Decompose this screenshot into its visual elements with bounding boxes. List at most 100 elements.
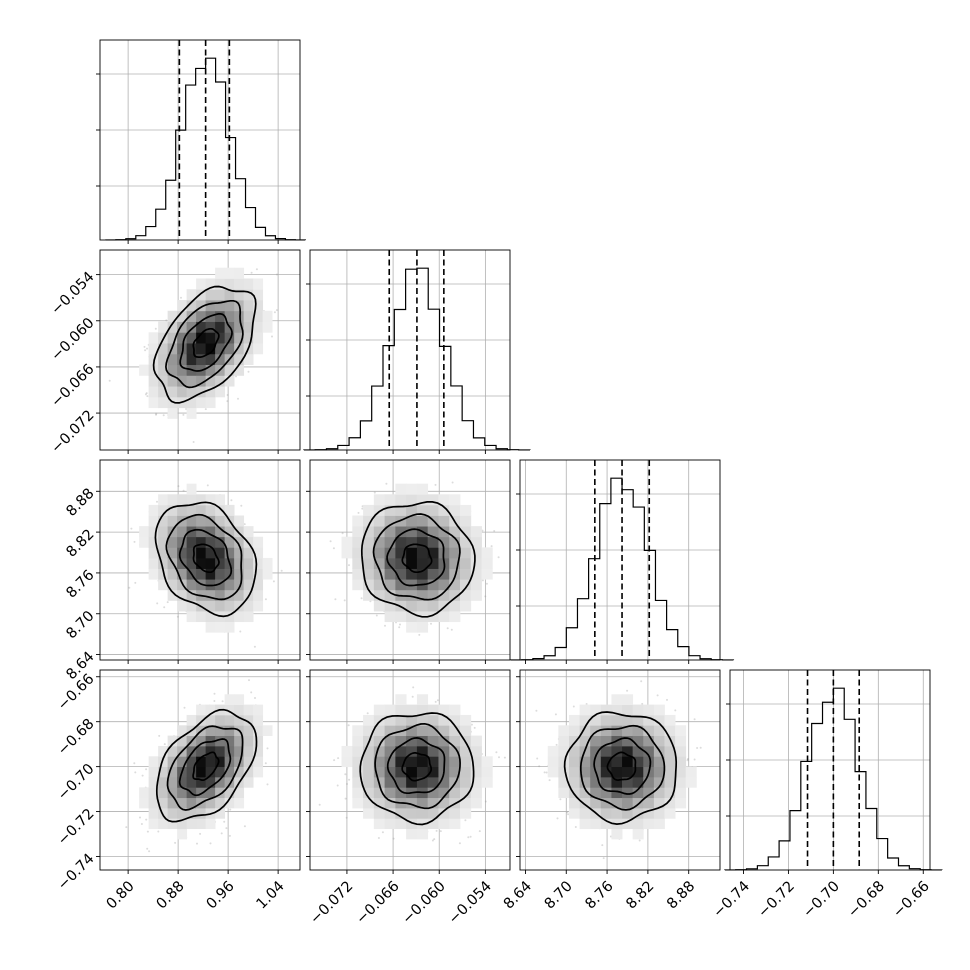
density-cell (158, 557, 169, 569)
density-cell (384, 568, 396, 580)
density-cell (186, 536, 197, 548)
density-cell (406, 504, 418, 516)
density-cell (205, 504, 216, 516)
density-cell (449, 494, 461, 506)
sample-point (347, 724, 350, 727)
sample-point (158, 734, 161, 737)
density-cell (253, 579, 264, 591)
contour-4 (154, 501, 258, 618)
density-cell (262, 321, 273, 333)
sample-point (133, 762, 136, 765)
sample-point (229, 808, 232, 811)
sample-point (144, 349, 147, 352)
density-cell (215, 621, 226, 633)
density-cell (205, 776, 216, 788)
density-cell (470, 579, 482, 591)
density-cell (449, 526, 461, 538)
density-cell (224, 310, 235, 322)
density-cell (148, 386, 159, 398)
sample-point (223, 820, 226, 823)
density-cell (224, 300, 235, 312)
density-cell (196, 504, 207, 516)
density-cell (177, 386, 188, 398)
sample-point (196, 842, 198, 845)
density-cell (243, 704, 254, 716)
density-cell (253, 568, 264, 580)
density-cell (243, 278, 254, 290)
density-cell (158, 797, 169, 809)
density-cell (243, 756, 254, 768)
sample-point (130, 527, 133, 530)
density-cell (406, 557, 418, 569)
density-cell (234, 600, 245, 612)
density-cell (167, 579, 178, 591)
density-cell (460, 547, 472, 559)
density-cell (148, 568, 159, 580)
sample-point (384, 624, 386, 627)
density-cell (384, 536, 396, 548)
density-cell (373, 579, 386, 591)
density-cell (158, 818, 169, 830)
density-cell (460, 526, 472, 538)
density-cell (196, 611, 207, 623)
sample-point (157, 830, 160, 833)
density-3-1 (318, 686, 506, 845)
y-tick-label: 8.76 (64, 567, 98, 601)
sample-point (243, 825, 246, 828)
density-cell (196, 807, 207, 819)
density-cell (205, 745, 216, 757)
density-cell (167, 407, 178, 419)
density-cell (186, 797, 197, 809)
sample-point (230, 499, 233, 502)
sample-point (430, 622, 432, 625)
density-cell (253, 332, 264, 344)
sample-point (264, 762, 267, 765)
sample-point (266, 747, 269, 750)
density-cell (196, 396, 207, 409)
contour-3 (165, 513, 243, 601)
sample-point (134, 581, 137, 584)
density-cell (384, 579, 396, 591)
sample-point (271, 335, 273, 338)
density-cell (253, 289, 264, 301)
density-cell (148, 818, 159, 830)
density-cell (177, 589, 188, 601)
density-cell (352, 526, 364, 538)
density-cell (363, 579, 375, 591)
density-cell (363, 557, 375, 569)
density-cell (196, 714, 207, 726)
density-cell (186, 386, 197, 398)
density-cell (416, 536, 429, 548)
density-cell (234, 526, 245, 538)
density-cell (205, 386, 216, 398)
density-cell (177, 321, 188, 333)
sample-point (377, 837, 380, 839)
density-cell (186, 600, 197, 612)
density-cell (224, 787, 235, 799)
density-cell (158, 536, 169, 548)
density-cell (215, 787, 226, 799)
density-cell (253, 766, 264, 778)
density-cell (234, 756, 245, 768)
y-tick-label: −0.68 (55, 716, 98, 759)
density-cell (243, 353, 254, 366)
density-cell (186, 807, 197, 819)
density-cell (395, 547, 407, 559)
sample-point (280, 569, 283, 572)
sample-point (247, 370, 250, 373)
sample-point (255, 268, 258, 271)
sample-point (398, 626, 401, 629)
sample-point (334, 598, 337, 601)
density-cell (205, 611, 216, 623)
density-cell (177, 735, 188, 747)
panel-frame (309, 459, 511, 661)
contour-3 (165, 299, 244, 389)
density-cell (167, 818, 178, 830)
density-cell (234, 735, 245, 747)
density-cell (215, 536, 226, 548)
sample-point (478, 830, 481, 833)
y-tick-label: −0.72 (55, 806, 98, 849)
sample-point (228, 834, 231, 837)
density-cell (177, 818, 188, 830)
density-cell (177, 807, 188, 819)
